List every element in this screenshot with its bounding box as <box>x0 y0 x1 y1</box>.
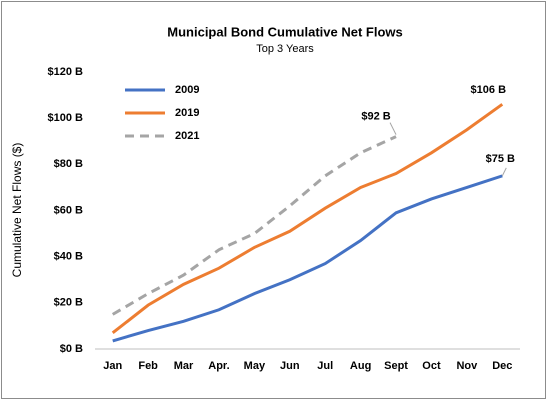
legend-label: 2021 <box>175 130 199 142</box>
leader-line <box>501 167 507 177</box>
x-tick-label: Apr. <box>208 360 229 372</box>
x-tick-label: Jan <box>103 360 122 372</box>
y-tick-label: $120 B <box>48 66 84 78</box>
y-tick-label: $40 B <box>54 251 83 263</box>
y-axis-label: Cumulative Net Flows ($) <box>10 143 24 278</box>
x-tick-label: May <box>244 360 266 372</box>
chart-subtitle: Top 3 Years <box>256 43 314 55</box>
y-tick-label: $60 B <box>54 204 83 216</box>
legend-label: 2009 <box>175 84 199 96</box>
series-line <box>112 174 503 343</box>
x-tick-label: Nov <box>456 360 478 372</box>
x-tick-label: Jul <box>317 360 333 372</box>
x-tick-label: Dec <box>492 360 512 372</box>
chart-title: Municipal Bond Cumulative Net Flows <box>167 24 402 39</box>
leader-line <box>389 122 397 135</box>
x-tick-label: Sept <box>384 360 408 372</box>
x-tick-label: Mar <box>174 360 194 372</box>
data-label: $75 B <box>486 153 515 165</box>
x-tick-label: Feb <box>138 360 158 372</box>
y-tick-label: $20 B <box>54 297 83 309</box>
y-tick-label: $0 B <box>60 343 83 355</box>
y-tick-label: $80 B <box>54 158 83 170</box>
x-tick-label: Jun <box>280 360 300 372</box>
y-tick-label: $100 B <box>48 112 84 124</box>
x-tick-label: Oct <box>422 360 441 372</box>
series-line <box>111 103 504 335</box>
x-tick-label: Aug <box>350 360 371 372</box>
legend-label: 2019 <box>175 107 199 119</box>
data-label: $92 B <box>361 111 390 123</box>
data-label: $106 B <box>471 84 507 96</box>
